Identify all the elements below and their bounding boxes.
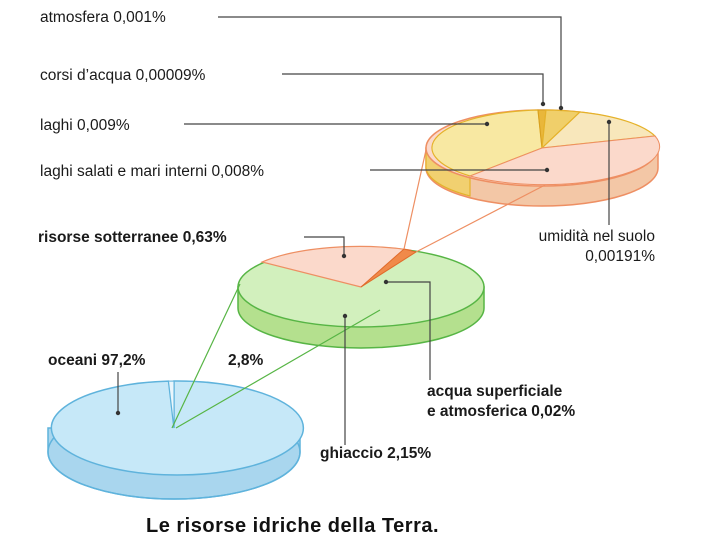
leader-lines (117, 16, 610, 445)
pie-slice-laghi-salati (468, 135, 661, 186)
disc-connectors (171, 149, 546, 429)
connector-oceans-to-middle-left (171, 283, 241, 429)
label-ghiaccio: ghiaccio 2,15% (320, 445, 431, 462)
dot-oceani (115, 410, 121, 416)
chart-caption: Le risorse idriche della Terra. (146, 515, 439, 537)
connector-middle-to-top-right (415, 184, 546, 253)
label-risorse-sotterranee: risorse sotterranee 0,63% (38, 229, 227, 246)
leader-atmosfera (218, 16, 562, 108)
dot-corsi (540, 101, 546, 107)
dot-atmosfera (558, 105, 564, 111)
connector-middle-to-top-left (403, 149, 427, 250)
dot-laghi (484, 121, 490, 127)
pie-slice-2-8-percent (167, 380, 175, 429)
pie-slice-acqua-superficiale (360, 248, 418, 288)
label-umidita-line2: 0,00191% (585, 248, 655, 265)
label-laghi: laghi 0,009% (40, 117, 130, 134)
dot-superficiale (383, 279, 389, 285)
label-oceani: oceani 97,2% (48, 352, 146, 369)
label-corsi-acqua: corsi d’acqua 0,00009% (40, 67, 206, 84)
dot-laghi-salati (544, 167, 550, 173)
label-superficiale-line1: acqua superficiale (427, 383, 563, 400)
oceans-disc (47, 380, 305, 500)
dot-umidita (606, 119, 612, 125)
label-atmosfera: atmosfera 0,001% (40, 9, 166, 26)
labels: atmosfera 0,001% corsi d’acqua 0,00009% … (38, 9, 655, 537)
pie-slice-oceani (50, 380, 305, 476)
pie-slice-laghi (431, 109, 543, 177)
leader-corsi (282, 73, 544, 104)
label-laghi-salati: laghi salati e mari interni 0,008% (40, 163, 264, 180)
leader-sotterranee (304, 236, 345, 256)
connector-oceans-to-middle-right (175, 309, 381, 429)
label-superficiale-line2: e atmosferica 0,02% (427, 403, 575, 420)
dot-sotterranee (341, 253, 347, 259)
freshwater-disc (237, 245, 485, 349)
leader-dots (115, 101, 612, 416)
label-umidita-line1: umidità nel suolo (539, 228, 655, 245)
surface-water-disc (425, 109, 661, 207)
dot-ghiaccio (342, 313, 348, 319)
leader-superficiale (386, 281, 431, 380)
label-2-8-percent: 2,8% (228, 352, 264, 369)
